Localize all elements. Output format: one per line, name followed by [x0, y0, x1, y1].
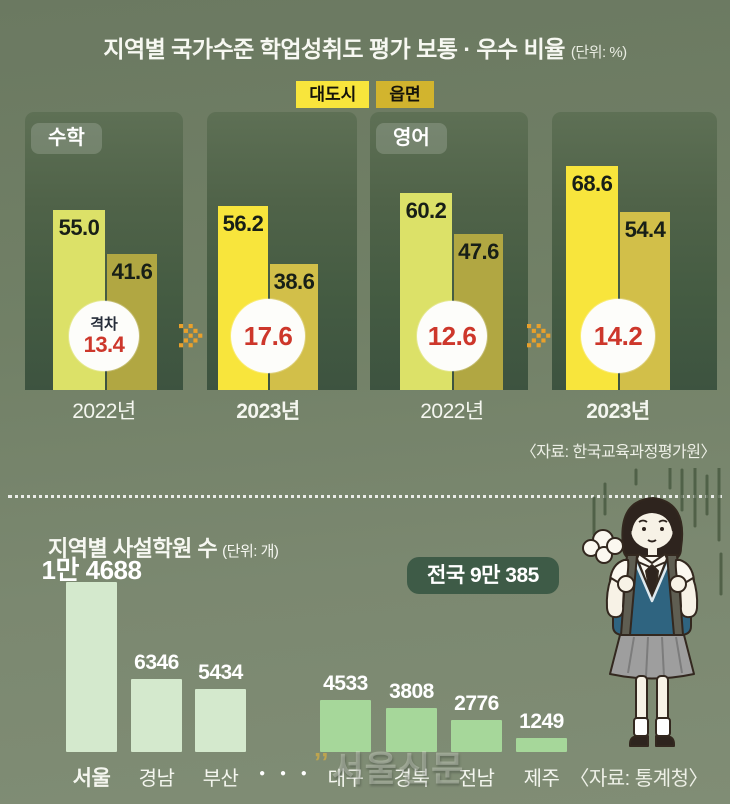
hair-side-right: [668, 520, 681, 559]
neck: [648, 548, 657, 557]
shoe-right: [655, 735, 675, 747]
hand-right: [669, 575, 687, 593]
gap-value: 14.2: [593, 321, 643, 351]
skirt: [609, 634, 695, 680]
year-label: 2022년: [72, 400, 136, 423]
bar-value-label: 60.2: [405, 198, 447, 223]
bangs: [628, 501, 676, 532]
legend-chip-rural: 읍면: [376, 81, 434, 108]
legend-chip-city: 대도시: [296, 81, 370, 108]
top-chart-source: 〈자료: 한국교육과정평가원〉: [520, 444, 717, 461]
gap-value: 13.4: [83, 331, 125, 357]
sigh-puff-icon: [582, 529, 624, 564]
dotted-divider: [8, 495, 722, 498]
region-value-label: 1249: [519, 710, 564, 733]
region-value-label: 4533: [323, 672, 368, 695]
leg-left: [635, 675, 648, 725]
region-value-label: 2776: [454, 692, 499, 715]
gap-value: 17.6: [243, 321, 293, 351]
legend: 대도시 읍면: [0, 81, 730, 108]
region-value-label: 3808: [389, 680, 434, 703]
national-total-badge: 전국 9만 385: [407, 557, 559, 594]
gloom-lines-icon: [592, 468, 723, 596]
shoe-left: [629, 735, 649, 747]
pixel-arrow-right-icon: [179, 324, 203, 348]
pixel-arrow-right-icon: [527, 324, 551, 348]
watermark-seoul-shinmun: ’’서울신문: [314, 741, 464, 792]
region-value-label: 5434: [198, 661, 243, 684]
sock-left: [633, 717, 649, 737]
region-label: 대구: [327, 768, 364, 790]
bar-value-label: 47.6: [458, 239, 499, 264]
region-value-label: 1만 4688: [41, 555, 142, 585]
year-label: 2023년: [586, 400, 650, 423]
skirt-pleat-3: [661, 636, 665, 678]
ellipsis-dots: ● ● ●: [259, 768, 313, 779]
region-label: 경남: [138, 768, 175, 790]
bottom-chart-unit-label: (단위: 개): [222, 543, 279, 560]
subject-label: 영어: [376, 123, 447, 154]
bar-value-label: 41.6: [111, 259, 153, 284]
region-value-label: 6346: [134, 651, 179, 674]
region-bar: [320, 700, 371, 752]
hand-left: [617, 575, 635, 593]
region-label: 서울: [72, 767, 111, 790]
region-label: 전남: [458, 768, 495, 790]
gap-value: 12.6: [427, 321, 477, 351]
gap-circle: 17.6: [231, 299, 305, 373]
region-label: 경북: [393, 768, 430, 790]
top-chart-title: 지역별 국가수준 학업성취도 평가 보통 · 우수 비율 (단위: %): [0, 30, 730, 64]
region-bar: [516, 738, 567, 752]
skirt-pleat-2: [645, 636, 649, 678]
hair-side-left: [623, 520, 636, 559]
top-chart-unit-label: (단위: %): [570, 44, 627, 61]
region-label: 제주: [523, 768, 560, 790]
gap-word-label: 격차: [90, 315, 118, 333]
region-bar: [131, 679, 182, 752]
leg-right: [656, 675, 669, 725]
bar-value-label: 38.6: [273, 269, 315, 294]
region-bar: [451, 720, 502, 752]
subject-label: 수학: [31, 123, 102, 154]
bar-value-label: 54.4: [624, 217, 666, 242]
region-bar: [386, 708, 437, 752]
top-chart-title-text: 지역별 국가수준 학업성취도 평가 보통 · 우수 비율: [103, 36, 565, 62]
bar-value-label: 68.6: [571, 171, 613, 196]
region-bar: [66, 582, 117, 752]
bottom-chart-title: 지역별 사설학원 수 (단위: 개): [48, 531, 279, 563]
region-bar: [195, 689, 246, 752]
watermark-quote-icon: ’’: [314, 747, 330, 777]
skirt-pleat-1: [627, 636, 635, 674]
frown-mouth: [647, 539, 657, 543]
year-label: 2023년: [236, 400, 300, 423]
bar-value-label: 55.0: [58, 215, 100, 240]
stressed-student-illustration: [582, 468, 723, 747]
face-details: [638, 519, 668, 543]
gap-circle: 격차 13.4: [69, 301, 139, 371]
vest-trim: [632, 558, 672, 603]
gap-circle: 14.2: [581, 299, 655, 373]
watermark-text: 서울신문: [331, 750, 465, 789]
region-label: 부산: [202, 768, 239, 790]
skirt-pleat-4: [675, 636, 683, 674]
sock-right: [655, 717, 671, 737]
bar-city: 55.0: [53, 210, 105, 390]
bar-value-label: 56.2: [222, 211, 264, 236]
year-label: 2022년: [420, 400, 484, 423]
bottom-chart-source: 〈자료: 통계청〉: [569, 768, 708, 790]
bottom-chart-title-text: 지역별 사설학원 수: [48, 536, 218, 561]
gap-circle: 12.6: [417, 301, 487, 371]
